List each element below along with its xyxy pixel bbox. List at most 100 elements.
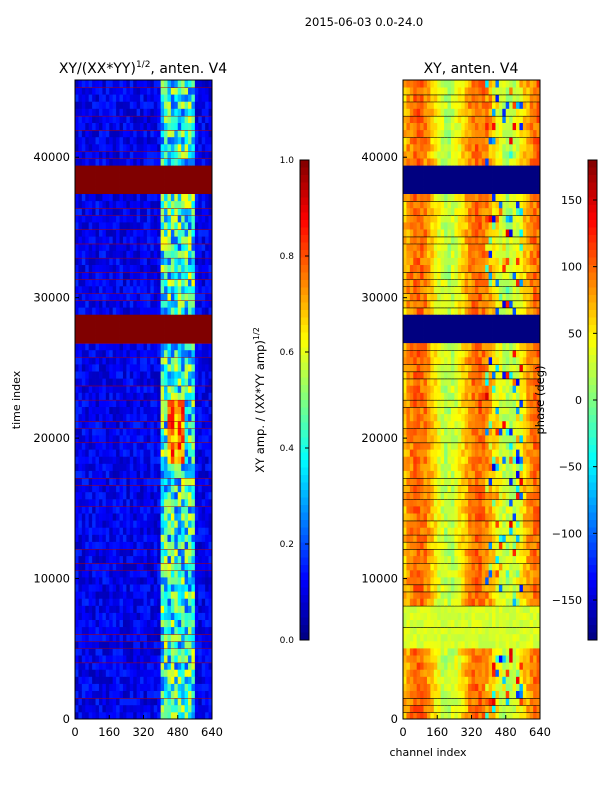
- amplitude-cell: [181, 491, 185, 500]
- amplitude-cell: [164, 690, 168, 699]
- amplitude-cell: [143, 520, 148, 528]
- amplitude-cell: [191, 236, 196, 244]
- amplitude-cell: [205, 371, 209, 379]
- amplitude-cell: [81, 449, 86, 457]
- phase-cell: [536, 498, 541, 507]
- amplitude-cell: [81, 349, 86, 358]
- amplitude-cell: [184, 491, 189, 500]
- amplitude-cell: [188, 371, 192, 379]
- amplitude-cell: [201, 527, 206, 535]
- phase-cell: [430, 513, 435, 521]
- phase-cell: [512, 506, 517, 514]
- amplitude-cell: [75, 655, 79, 663]
- amplitude-cell: [105, 356, 110, 365]
- phase-cell: [406, 562, 411, 571]
- amplitude-cell: [88, 527, 93, 535]
- colorbar-segment: [300, 460, 309, 468]
- amplitude-cell: [78, 392, 83, 400]
- phase-cell: [519, 520, 524, 528]
- amplitude-cell: [122, 626, 127, 635]
- phase-cell: [485, 591, 490, 599]
- phase-cell: [406, 676, 411, 684]
- amplitude-cell: [95, 520, 100, 528]
- amplitude-cell: [194, 598, 199, 606]
- amplitude-cell: [205, 321, 209, 329]
- amplitude-cell: [116, 108, 120, 116]
- amplitude-cell: [170, 513, 175, 521]
- phase-cell: [461, 711, 466, 720]
- phase-cell: [519, 619, 524, 628]
- amplitude-cell: [92, 229, 96, 237]
- phase-cell: [423, 498, 428, 507]
- amplitude-cell: [177, 683, 182, 691]
- phase-cell: [492, 655, 496, 663]
- phase-cell: [478, 683, 483, 691]
- amplitude-cell: [160, 520, 165, 528]
- amplitude-cell: [112, 506, 117, 514]
- amplitude-cell: [133, 605, 138, 613]
- amplitude-cell: [105, 449, 110, 457]
- amplitude-cell: [205, 356, 209, 365]
- phase-cell: [423, 534, 428, 542]
- amplitude-cell: [191, 662, 196, 670]
- amplitude-cell: [201, 371, 206, 379]
- amplitude-cell: [167, 449, 172, 457]
- amplitude-cell: [98, 591, 103, 599]
- amplitude-cell: [198, 669, 203, 677]
- amplitude-cell: [78, 484, 83, 493]
- phase-cell: [519, 534, 524, 542]
- amplitude-cell: [105, 655, 110, 663]
- phase-cell: [461, 633, 466, 642]
- amplitude-cell: [109, 442, 114, 450]
- amplitude-cell: [198, 456, 203, 464]
- amplitude-cell: [157, 222, 162, 230]
- amplitude-cell: [75, 349, 79, 358]
- amplitude-cell: [174, 513, 179, 521]
- amplitude-cell: [167, 569, 172, 578]
- amplitude-cell: [129, 115, 134, 123]
- amplitude-cell: [201, 640, 206, 649]
- amplitude-cell: [119, 278, 124, 287]
- amplitude-cell: [105, 371, 110, 379]
- phase-cell: [474, 690, 479, 699]
- phase-cell: [454, 577, 459, 585]
- amplitude-cell: [143, 214, 148, 223]
- phase-cell: [536, 690, 541, 699]
- phase-cell: [468, 555, 472, 564]
- amplitude-cell: [140, 655, 144, 663]
- amplitude-cell: [177, 534, 182, 542]
- amplitude-cell: [174, 605, 179, 613]
- amplitude-cell: [105, 342, 110, 351]
- amplitude-cell: [102, 569, 107, 578]
- amplitude-cell: [140, 214, 144, 223]
- amplitude-cell: [164, 207, 168, 216]
- amplitude-cell: [112, 94, 117, 102]
- amplitude-cell: [109, 342, 114, 351]
- phase-cell: [502, 676, 507, 684]
- amplitude-cell: [105, 278, 110, 287]
- amplitude-cell: [194, 129, 199, 138]
- phase-cell: [485, 683, 490, 691]
- phase-cell: [406, 491, 411, 500]
- amplitude-cell: [105, 435, 110, 443]
- amplitude-cell: [126, 87, 131, 95]
- amplitude-cell: [181, 136, 185, 145]
- amplitude-cell: [150, 300, 155, 308]
- phase-cell: [509, 548, 513, 557]
- amplitude-cell: [188, 285, 192, 294]
- amplitude-cell: [201, 250, 206, 258]
- phase-cell: [430, 598, 435, 606]
- amplitude-cell: [194, 435, 199, 443]
- phase-cell: [440, 605, 445, 613]
- amplitude-cell: [181, 655, 185, 663]
- amplitude-cell: [119, 143, 124, 152]
- phase-cell: [457, 626, 462, 635]
- amplitude-cell: [188, 300, 192, 308]
- amplitude-cell: [201, 278, 206, 287]
- amplitude-cell: [198, 520, 203, 528]
- amplitude-cell: [88, 534, 93, 542]
- amplitude-cell: [146, 236, 151, 244]
- phase-cell: [447, 704, 452, 713]
- amplitude-cell: [157, 356, 162, 365]
- amplitude-cell: [126, 704, 131, 713]
